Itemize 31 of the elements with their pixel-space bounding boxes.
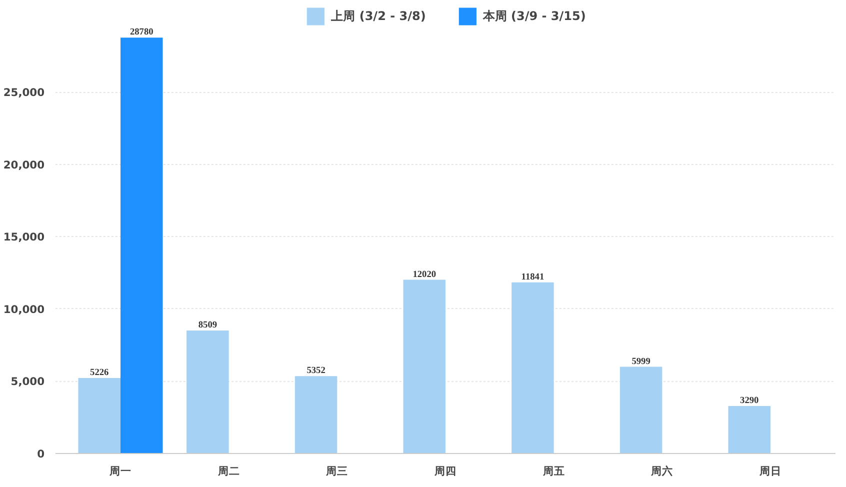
legend-label: 上周 (3/2 - 3/8) bbox=[331, 8, 426, 24]
data-label: 8509 bbox=[198, 320, 218, 331]
bar bbox=[78, 378, 120, 454]
x-tick-label: 周六 bbox=[650, 464, 674, 478]
x-tick-label: 周三 bbox=[325, 464, 348, 478]
bar bbox=[294, 376, 338, 454]
x-tick-label: 周一 bbox=[108, 464, 132, 478]
data-label: 11841 bbox=[521, 272, 544, 282]
y-tick-label: 0 bbox=[37, 448, 45, 460]
data-label: 5226 bbox=[90, 368, 110, 378]
data-label: 5999 bbox=[632, 356, 651, 367]
x-tick-label: 周五 bbox=[542, 464, 565, 478]
x-tick-label: 周四 bbox=[434, 464, 456, 478]
y-tick-label: 15,000 bbox=[3, 230, 45, 244]
y-tick-label: 25,000 bbox=[3, 86, 45, 100]
bar bbox=[620, 366, 662, 454]
y-tick-label: 10,000 bbox=[3, 302, 45, 316]
x-tick-label: 周日 bbox=[758, 464, 782, 478]
bar bbox=[512, 282, 554, 454]
data-label: 5352 bbox=[306, 366, 326, 376]
bar bbox=[186, 330, 229, 454]
bar bbox=[403, 280, 446, 454]
data-label: 12020 bbox=[412, 270, 436, 280]
y-tick-label: 20,000 bbox=[3, 158, 45, 172]
data-label: 3290 bbox=[740, 396, 760, 406]
legend-label: 本周 (3/9 - 3/15) bbox=[482, 8, 586, 24]
y-tick-label: 5,000 bbox=[10, 375, 45, 388]
data-label: 28780 bbox=[130, 28, 154, 38]
bar bbox=[120, 38, 163, 454]
x-tick-label: 周二 bbox=[216, 464, 240, 478]
bar bbox=[728, 406, 770, 454]
